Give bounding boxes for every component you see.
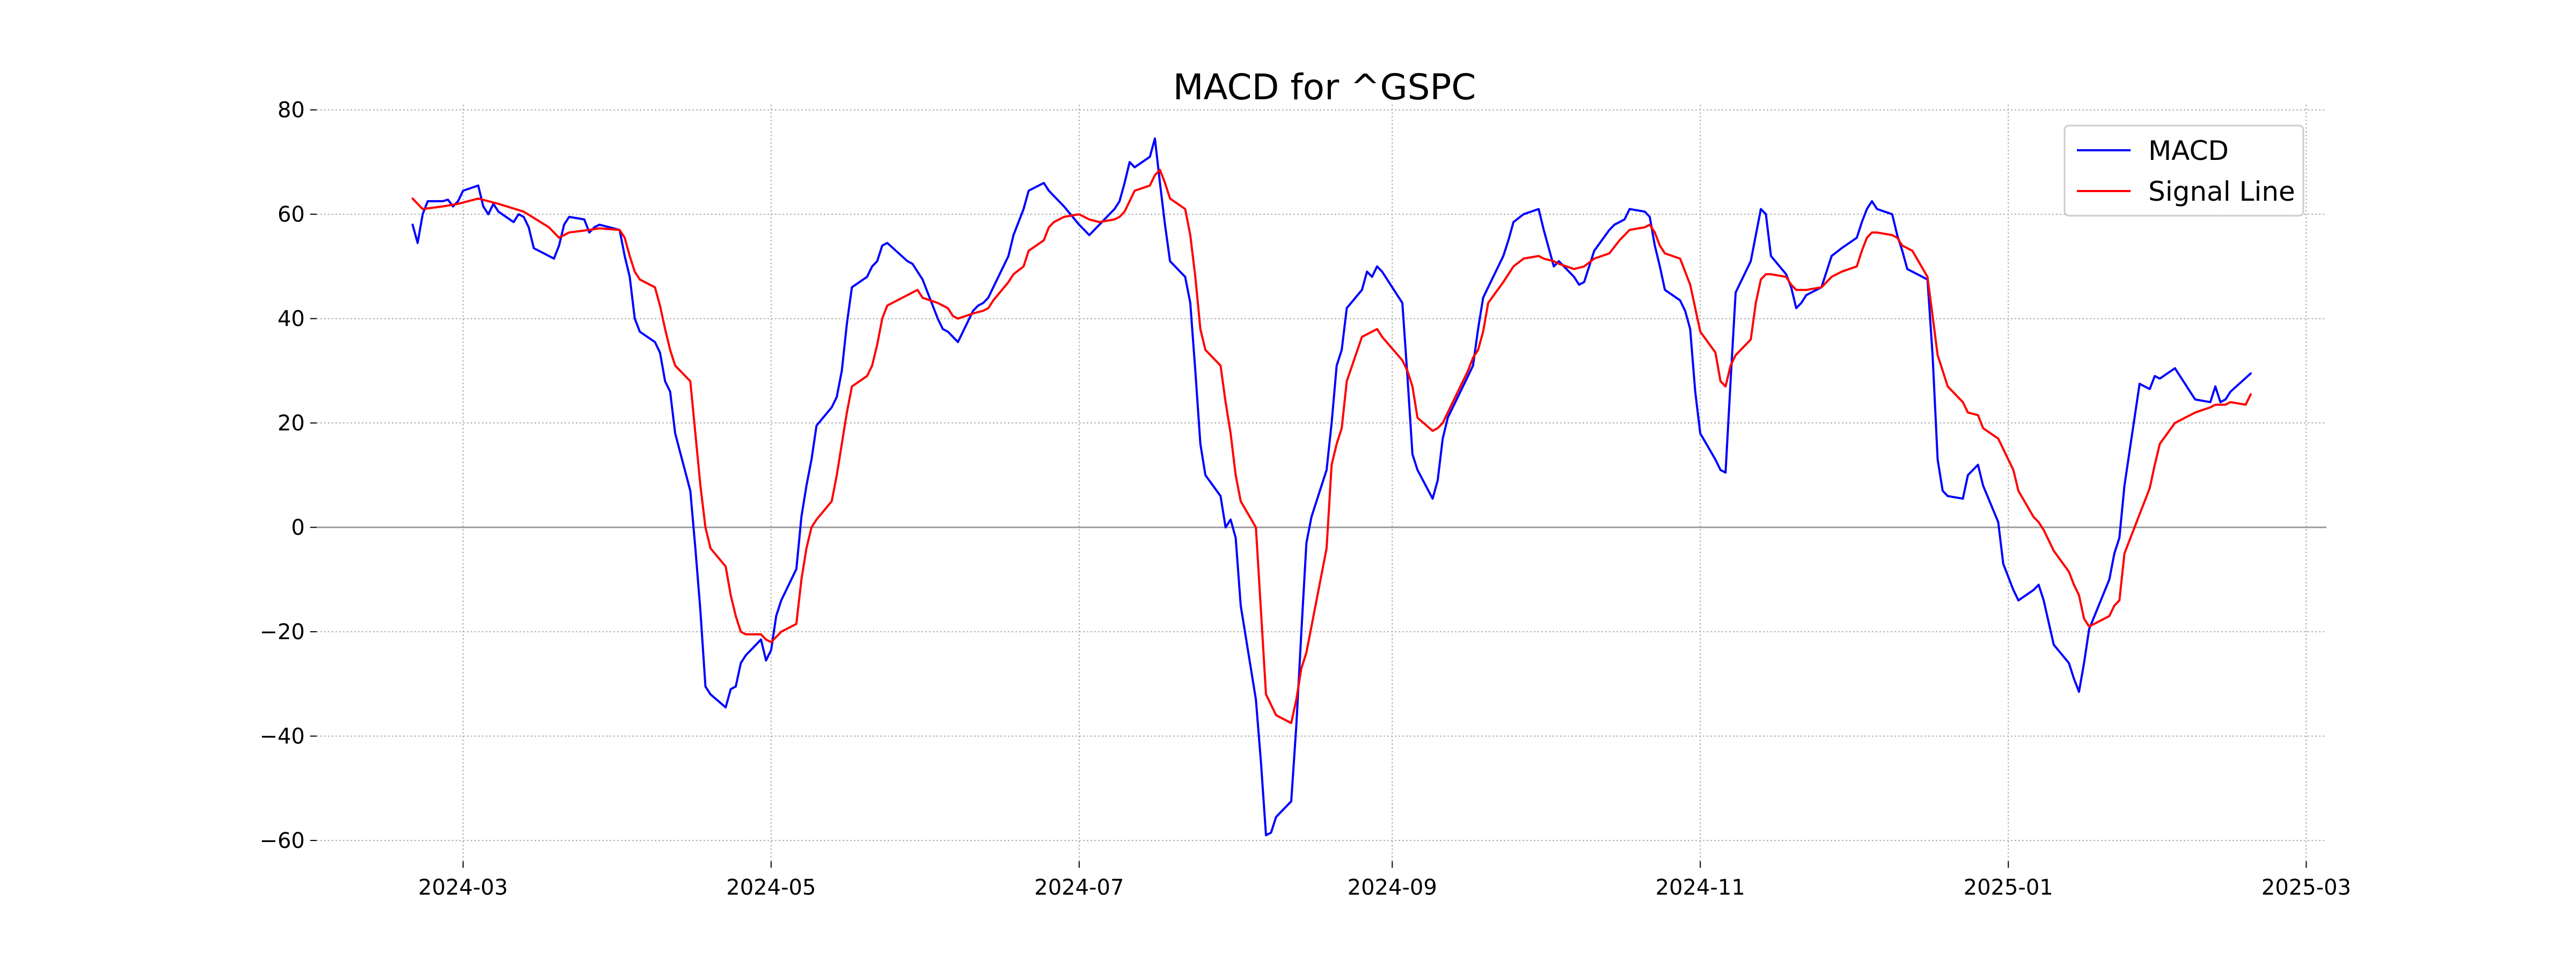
y-tick-label: 0 [291,516,305,540]
x-tick-label: 2024-05 [726,875,816,900]
x-tick-label: 2024-11 [1656,875,1745,900]
signal-line-series-line [411,169,2252,724]
axes: −60 −40 −20 0 20 40 60 80 2024-03 2024-05 2024-07 2… [260,98,2351,900]
y-tick-label: −20 [260,620,305,645]
x-tick-label: 2024-03 [418,875,508,900]
legend-signal-label: Signal Line [2148,176,2295,207]
y-tick-label: 20 [277,411,305,436]
x-tick-label: 2024-07 [1034,875,1124,900]
x-tick-label: 2025-03 [2262,875,2351,900]
chart-title: MACD for ^GSPC [1173,67,1476,108]
y-tick-label: −60 [260,829,305,853]
y-tick-label: −40 [260,724,305,749]
series-lines [411,137,2252,837]
legend-box [2063,125,2304,217]
legend: MACD Signal Line [2063,125,2304,217]
x-tick-label: 2025-01 [1964,875,2053,900]
x-tick-label: 2024-09 [1348,875,1437,900]
y-tick-label: 60 [277,202,305,227]
y-tick-label: 80 [277,98,305,123]
y-tick-label: 40 [277,307,305,332]
legend-macd-label: MACD [2148,135,2229,166]
macd-series-line [411,137,2252,837]
